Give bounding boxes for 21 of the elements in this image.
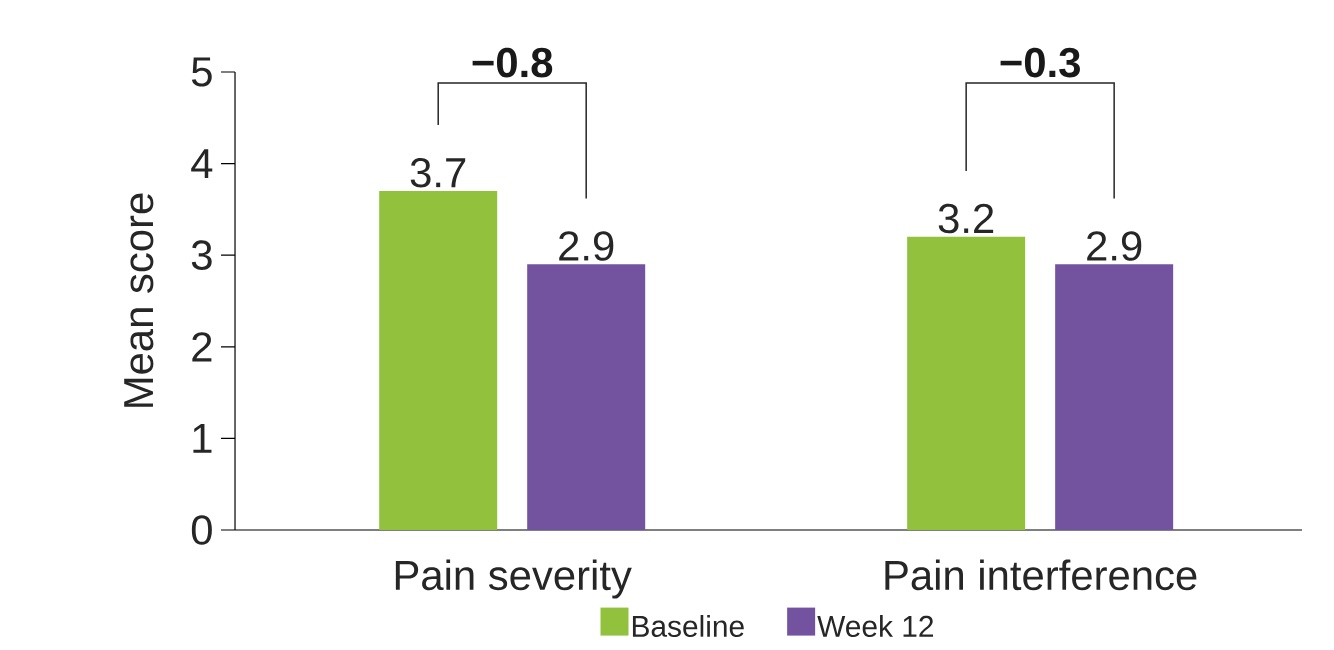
legend-label: Baseline <box>632 615 744 637</box>
data-label: 2.9 <box>1087 231 1142 261</box>
data-label: 2.9 <box>559 231 614 261</box>
data-label: 3.7 <box>410 157 466 188</box>
y-tick-label: 5 <box>191 57 212 87</box>
y-axis-title: Mean score <box>124 193 154 407</box>
annotation: −0.3 <box>1000 47 1080 78</box>
y-tick-label: 0 <box>191 515 212 545</box>
y-tick-label: 3 <box>191 240 212 270</box>
bar <box>907 236 1026 530</box>
y-tick-label: 4 <box>191 149 213 178</box>
y-tick-label: 2 <box>192 332 212 362</box>
annotation: −0.8 <box>472 47 553 78</box>
bar <box>527 264 646 530</box>
x-tick-label: Pain interference <box>885 559 1197 591</box>
y-tick-label: 1 <box>193 424 212 453</box>
legend-label: Week 12 <box>817 615 934 637</box>
data-label: 3.2 <box>938 203 994 234</box>
x-tick-label: Pain severity <box>395 559 632 599</box>
bar <box>379 191 498 530</box>
bar <box>1055 264 1174 530</box>
